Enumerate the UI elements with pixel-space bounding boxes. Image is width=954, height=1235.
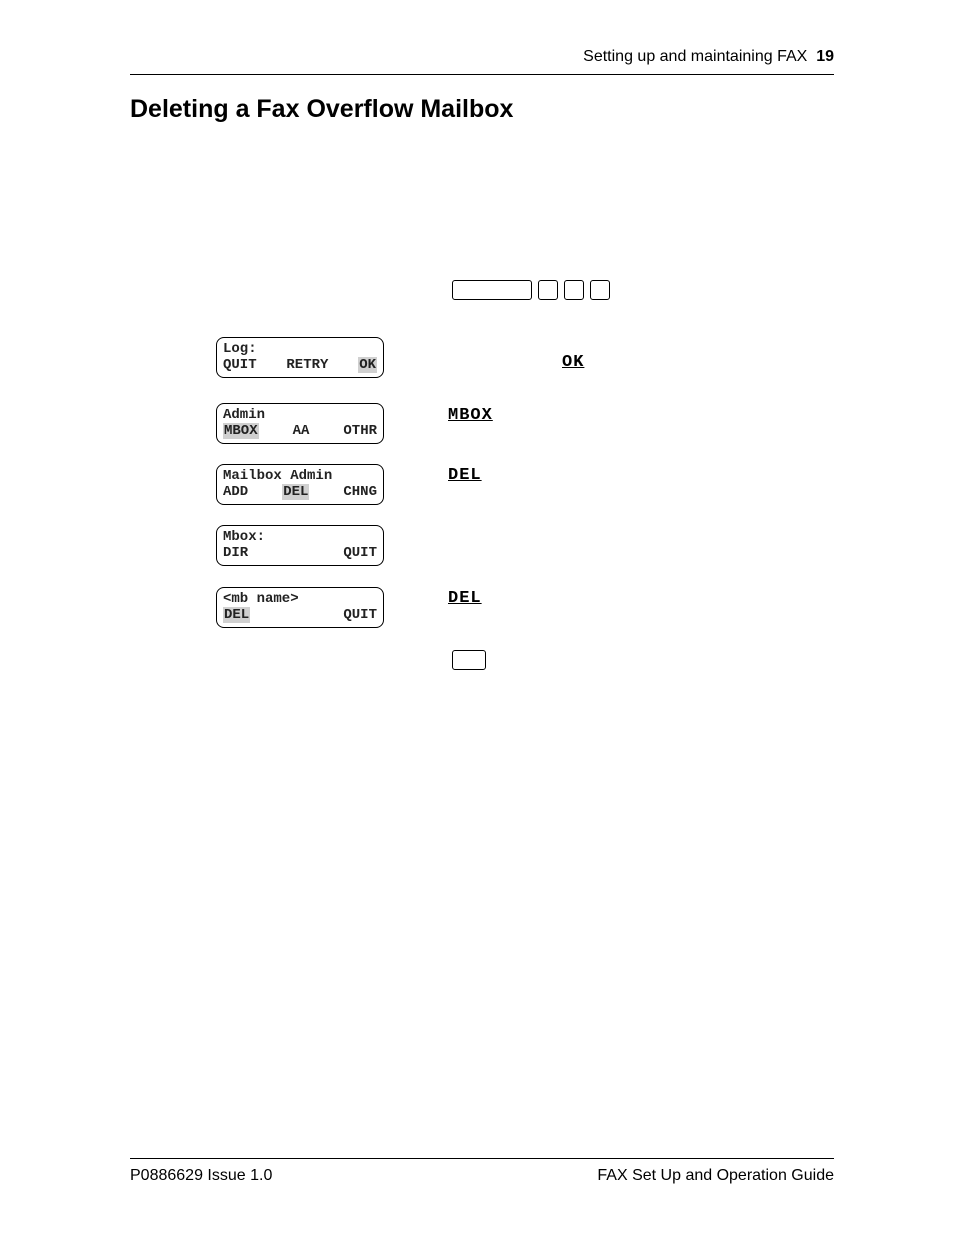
feature-key (452, 280, 532, 300)
lcd-display: Mailbox Admin ADD DEL CHNG (216, 464, 384, 505)
press-label: DEL (448, 589, 482, 608)
lcd-line1: Mbox: (223, 529, 377, 545)
softkey-3: OTHR (343, 423, 377, 439)
lcd-line1: Mailbox Admin (223, 468, 377, 484)
softkey-1: ADD (223, 484, 248, 500)
page-footer: P0886629 Issue 1.0 FAX Set Up and Operat… (130, 1158, 834, 1185)
softkey-3: OK (358, 357, 377, 373)
page-title: Deleting a Fax Overflow Mailbox (130, 95, 834, 124)
lcd-display: <mb name> DEL QUIT (216, 587, 384, 628)
softkey-2: RETRY (286, 357, 328, 373)
digit-key (564, 280, 584, 300)
digit-key (538, 280, 558, 300)
softkey-2: AA (293, 423, 310, 439)
rls-key (452, 650, 486, 670)
softkey-2: DEL (282, 484, 309, 500)
keypad-row (452, 280, 610, 300)
softkey-3: QUIT (343, 607, 377, 623)
press-label: MBOX (448, 406, 493, 425)
running-header: Setting up and maintaining FAX 19 (130, 48, 834, 75)
softkey-1: QUIT (223, 357, 257, 373)
procedure-content: Log: QUIT RETRY OK OK Admin MBOX AA OTHR… (130, 154, 834, 714)
softkey-3: CHNG (343, 484, 377, 500)
softkey-1: DEL (223, 607, 250, 623)
footer-right: FAX Set Up and Operation Guide (597, 1167, 834, 1185)
softkey-3: QUIT (343, 545, 377, 561)
press-label: OK (562, 353, 584, 372)
softkey-1: MBOX (223, 423, 259, 439)
header-page: 19 (816, 48, 834, 65)
header-section: Setting up and maintaining FAX (583, 48, 807, 65)
lcd-display: Admin MBOX AA OTHR (216, 403, 384, 444)
press-label: DEL (448, 466, 482, 485)
softkey-1: DIR (223, 545, 248, 561)
footer-left: P0886629 Issue 1.0 (130, 1167, 272, 1185)
lcd-line1: Admin (223, 407, 377, 423)
digit-key (590, 280, 610, 300)
lcd-line1: Log: (223, 341, 377, 357)
lcd-line1: <mb name> (223, 591, 377, 607)
lcd-display: Mbox: DIR QUIT (216, 525, 384, 566)
lcd-display: Log: QUIT RETRY OK (216, 337, 384, 378)
